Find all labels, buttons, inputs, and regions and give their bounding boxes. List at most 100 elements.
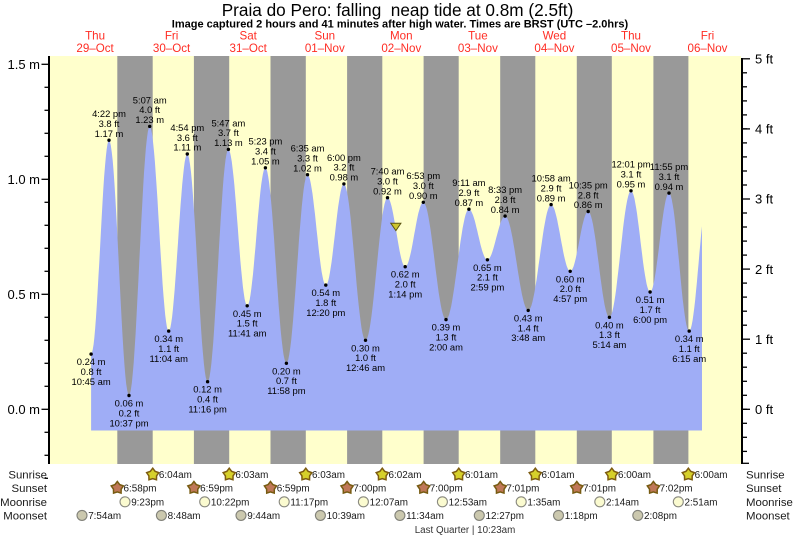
svg-text:3.7 ft: 3.7 ft bbox=[218, 127, 239, 138]
svg-text:10:39am: 10:39am bbox=[327, 511, 365, 522]
svg-text:0.2 ft: 0.2 ft bbox=[119, 407, 140, 418]
svg-text:1.3 ft: 1.3 ft bbox=[599, 329, 620, 340]
svg-text:10:45 am: 10:45 am bbox=[72, 376, 111, 387]
svg-text:6:03am: 6:03am bbox=[235, 470, 268, 481]
svg-text:Sunset: Sunset bbox=[12, 483, 48, 495]
svg-text:12:07am: 12:07am bbox=[370, 497, 408, 508]
svg-text:1.5 m: 1.5 m bbox=[7, 57, 40, 72]
svg-text:3.0 ft: 3.0 ft bbox=[377, 176, 398, 187]
svg-text:3.2 ft: 3.2 ft bbox=[333, 162, 354, 173]
svg-text:Fri: Fri bbox=[701, 29, 715, 42]
svg-text:7:54am: 7:54am bbox=[88, 511, 121, 522]
svg-text:3:48 am: 3:48 am bbox=[511, 332, 545, 343]
svg-text:3.0 ft: 3.0 ft bbox=[413, 180, 434, 191]
svg-text:0.24 m: 0.24 m bbox=[77, 356, 106, 367]
svg-text:5:47 am: 5:47 am bbox=[211, 117, 245, 128]
svg-text:05–Nov: 05–Nov bbox=[611, 42, 651, 55]
svg-text:1.17 m: 1.17 m bbox=[95, 128, 124, 139]
svg-text:12:01 pm: 12:01 pm bbox=[611, 159, 650, 170]
svg-text:4 ft: 4 ft bbox=[755, 122, 773, 137]
svg-text:12:53am: 12:53am bbox=[449, 497, 487, 508]
svg-text:3.4 ft: 3.4 ft bbox=[255, 146, 276, 157]
svg-text:8:33 pm: 8:33 pm bbox=[488, 184, 522, 195]
svg-text:Thu: Thu bbox=[85, 29, 105, 42]
svg-text:10:22pm: 10:22pm bbox=[211, 497, 249, 508]
svg-text:6:02am: 6:02am bbox=[389, 470, 422, 481]
svg-text:1.02 m: 1.02 m bbox=[293, 162, 322, 173]
svg-text:04–Nov: 04–Nov bbox=[534, 42, 574, 55]
svg-text:1.0 m: 1.0 m bbox=[7, 172, 40, 187]
svg-text:6:00 pm: 6:00 pm bbox=[633, 314, 667, 325]
svg-text:0.7 ft: 0.7 ft bbox=[276, 375, 297, 386]
svg-text:10:37 pm: 10:37 pm bbox=[109, 417, 148, 428]
svg-text:1.05 m: 1.05 m bbox=[251, 156, 280, 167]
svg-text:9:23pm: 9:23pm bbox=[131, 497, 164, 508]
svg-text:8:48am: 8:48am bbox=[168, 511, 201, 522]
svg-text:6:01am: 6:01am bbox=[542, 470, 575, 481]
svg-text:0.45 m: 0.45 m bbox=[233, 308, 262, 319]
svg-text:Mon: Mon bbox=[390, 29, 413, 42]
svg-text:1.7 ft: 1.7 ft bbox=[640, 304, 661, 315]
svg-text:2.8 ft: 2.8 ft bbox=[578, 189, 599, 200]
svg-text:11:34am: 11:34am bbox=[406, 511, 444, 522]
svg-text:0.0 m: 0.0 m bbox=[7, 402, 40, 417]
svg-text:4.0 ft: 4.0 ft bbox=[139, 104, 160, 115]
svg-text:11:58 pm: 11:58 pm bbox=[267, 385, 306, 396]
svg-text:1:18pm: 1:18pm bbox=[565, 511, 598, 522]
svg-text:10:58 am: 10:58 am bbox=[532, 173, 571, 184]
svg-text:7:00pm: 7:00pm bbox=[353, 484, 386, 495]
svg-text:0 ft: 0 ft bbox=[755, 402, 773, 417]
svg-text:7:01pm: 7:01pm bbox=[506, 484, 539, 495]
svg-text:6:53 pm: 6:53 pm bbox=[406, 170, 440, 181]
svg-text:2:14am: 2:14am bbox=[606, 497, 639, 508]
svg-text:0.34 m: 0.34 m bbox=[154, 333, 183, 344]
svg-text:4:57 pm: 4:57 pm bbox=[553, 293, 587, 304]
svg-text:1.23 m: 1.23 m bbox=[135, 114, 164, 125]
svg-text:Moonset: Moonset bbox=[3, 510, 48, 522]
svg-text:1:14 pm: 1:14 pm bbox=[388, 289, 422, 300]
svg-text:2:08pm: 2:08pm bbox=[644, 511, 677, 522]
svg-text:0.30 m: 0.30 m bbox=[351, 342, 380, 353]
svg-text:0.92 m: 0.92 m bbox=[373, 185, 402, 196]
svg-text:Moonrise: Moonrise bbox=[746, 497, 793, 509]
svg-text:1.3 ft: 1.3 ft bbox=[436, 332, 457, 343]
svg-text:6:01am: 6:01am bbox=[465, 470, 498, 481]
svg-text:Image captured 2 hours and 41: Image captured 2 hours and 41 minutes af… bbox=[172, 19, 629, 31]
svg-text:2:51am: 2:51am bbox=[685, 497, 718, 508]
svg-text:3 ft: 3 ft bbox=[755, 192, 773, 207]
svg-text:11:41 am: 11:41 am bbox=[228, 328, 267, 339]
svg-text:0.34 m: 0.34 m bbox=[675, 333, 704, 344]
svg-text:06–Nov: 06–Nov bbox=[688, 42, 728, 55]
svg-text:Wed: Wed bbox=[543, 29, 567, 42]
svg-text:30–Oct: 30–Oct bbox=[153, 42, 191, 55]
svg-text:5 ft: 5 ft bbox=[755, 52, 773, 67]
svg-text:29–Oct: 29–Oct bbox=[76, 42, 114, 55]
svg-text:6:59pm: 6:59pm bbox=[277, 484, 310, 495]
svg-text:Tue: Tue bbox=[468, 29, 488, 42]
svg-text:0.60 m: 0.60 m bbox=[556, 273, 585, 284]
svg-text:0.62 m: 0.62 m bbox=[391, 269, 420, 280]
svg-text:4:54 pm: 4:54 pm bbox=[170, 122, 204, 133]
svg-text:6:00am: 6:00am bbox=[618, 470, 651, 481]
svg-text:11:17pm: 11:17pm bbox=[290, 497, 328, 508]
svg-text:31–Oct: 31–Oct bbox=[230, 42, 268, 55]
svg-text:01–Nov: 01–Nov bbox=[305, 42, 345, 55]
svg-text:0.89 m: 0.89 m bbox=[537, 192, 566, 203]
svg-text:0.20 m: 0.20 m bbox=[272, 365, 301, 376]
svg-text:3.1 ft: 3.1 ft bbox=[659, 171, 680, 182]
svg-text:1.0 ft: 1.0 ft bbox=[355, 352, 376, 363]
svg-text:1:35am: 1:35am bbox=[527, 497, 560, 508]
svg-text:2.0 ft: 2.0 ft bbox=[395, 279, 416, 290]
svg-text:11:16 pm: 11:16 pm bbox=[188, 404, 227, 415]
svg-text:3.6 ft: 3.6 ft bbox=[177, 132, 198, 143]
svg-text:6:04am: 6:04am bbox=[159, 470, 192, 481]
svg-text:0.51 m: 0.51 m bbox=[636, 294, 665, 305]
svg-text:0.5 m: 0.5 m bbox=[7, 287, 40, 302]
svg-text:Last Quarter | 10:23am: Last Quarter | 10:23am bbox=[415, 525, 516, 536]
svg-text:5:14 am: 5:14 am bbox=[592, 339, 626, 350]
svg-text:Moonrise: Moonrise bbox=[0, 497, 47, 509]
svg-text:0.95 m: 0.95 m bbox=[617, 179, 646, 190]
svg-text:10:35 pm: 10:35 pm bbox=[569, 179, 608, 190]
svg-text:0.4 ft: 0.4 ft bbox=[197, 394, 218, 405]
svg-text:Thu: Thu bbox=[621, 29, 641, 42]
